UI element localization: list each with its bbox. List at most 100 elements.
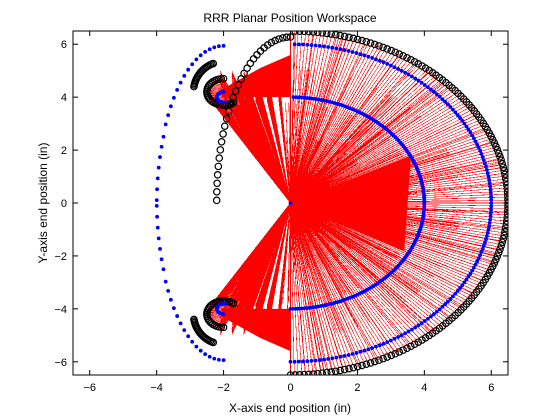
endpoint-marker <box>403 344 411 353</box>
joint-marker <box>155 225 160 230</box>
endpoint-marker <box>213 188 221 196</box>
joint-marker <box>488 184 493 189</box>
endpoint-marker <box>499 234 508 243</box>
joint-marker <box>370 346 375 350</box>
joint-marker <box>154 198 159 203</box>
joint-marker <box>326 45 331 49</box>
joint-marker <box>458 116 462 120</box>
endpoint-marker <box>493 146 502 154</box>
joint-marker <box>178 80 183 85</box>
endpoint-marker <box>353 362 362 371</box>
joint-marker <box>483 240 487 245</box>
joint-marker <box>366 347 371 352</box>
endpoint-marker <box>322 368 331 375</box>
endpoint-marker <box>278 34 287 42</box>
endpoint-marker <box>418 62 426 70</box>
endpoint-marker <box>496 245 504 254</box>
joint-marker <box>155 214 159 219</box>
endpoint-marker <box>366 39 375 47</box>
endpoint-marker <box>399 52 407 60</box>
joint-marker <box>292 42 297 47</box>
joint-marker <box>221 358 226 363</box>
joint-marker <box>458 286 462 290</box>
endpoint-marker <box>493 252 502 260</box>
joint-marker <box>486 227 491 232</box>
joint-marker <box>476 256 481 261</box>
endpoint-marker <box>349 34 358 43</box>
joint-marker <box>175 314 180 318</box>
joint-marker <box>440 97 445 102</box>
joint-marker <box>434 92 439 97</box>
joint-marker <box>374 57 378 62</box>
joint-marker <box>470 268 475 273</box>
joint-marker <box>479 152 484 156</box>
endpoint-marker <box>282 33 291 42</box>
joint-marker <box>317 44 322 48</box>
joint-marker <box>190 339 195 344</box>
endpoint-marker <box>190 82 198 91</box>
joint-marker <box>297 42 301 47</box>
joint-marker <box>485 230 490 235</box>
joint-marker <box>455 288 460 293</box>
joint-marker <box>212 45 217 50</box>
joint-marker <box>485 171 490 176</box>
joint-marker <box>154 203 159 208</box>
joint-marker <box>487 177 492 182</box>
joint-marker <box>292 359 297 364</box>
joint-marker <box>377 343 382 348</box>
joint-marker <box>301 42 306 47</box>
joint-marker <box>194 344 199 349</box>
joint-marker <box>305 359 310 364</box>
joint-marker <box>445 102 450 107</box>
endpoint-marker <box>407 342 415 351</box>
endpoint-marker <box>391 48 400 57</box>
joint-marker <box>470 133 475 138</box>
joint-marker <box>426 316 430 321</box>
endpoint-marker <box>349 363 358 372</box>
endpoint-marker <box>502 220 508 229</box>
joint-marker <box>190 62 195 67</box>
joint-marker <box>476 145 481 150</box>
endpoint-marker <box>309 370 318 375</box>
joint-marker <box>475 259 480 264</box>
endpoint-marker <box>494 149 503 158</box>
joint-marker <box>416 323 421 328</box>
joint-marker <box>203 352 208 356</box>
endpoint-marker <box>501 170 508 179</box>
joint-marker <box>186 334 191 339</box>
endpoint-marker <box>497 241 505 250</box>
joint-marker <box>488 211 493 215</box>
endpoint-marker <box>503 213 508 222</box>
endpoint-marker <box>190 315 198 324</box>
joint-marker <box>403 70 407 75</box>
joint-marker <box>472 136 476 141</box>
endpoint-marker <box>403 53 411 62</box>
joint-marker <box>484 168 489 172</box>
joint-marker <box>451 107 455 112</box>
endpoint-marker <box>318 369 327 375</box>
endpoint-marker <box>313 369 322 375</box>
joint-marker <box>489 207 493 212</box>
endpoint-marker <box>410 57 419 66</box>
joint-marker <box>198 348 203 353</box>
joint-marker <box>385 340 390 345</box>
link-lines-layer <box>206 31 508 375</box>
y-tick-label: −4 <box>54 304 67 316</box>
joint-marker <box>198 53 203 58</box>
endpoint-marker <box>501 227 508 236</box>
endpoint-marker <box>391 349 400 358</box>
joint-marker <box>330 45 335 50</box>
joint-marker <box>419 321 424 326</box>
joint-marker <box>409 327 414 332</box>
endpoint-marker <box>229 98 238 107</box>
joint-marker <box>288 359 293 364</box>
y-axis-label: Y-axis end position (in) <box>36 143 50 264</box>
endpoint-marker <box>503 181 508 189</box>
joint-marker <box>466 274 471 279</box>
joint-marker <box>392 65 397 70</box>
x-tick-label: 6 <box>488 382 494 394</box>
endpoint-marker <box>345 33 353 42</box>
joint-marker <box>388 63 393 68</box>
endpoint-marker <box>318 31 327 37</box>
joint-marker <box>322 357 326 362</box>
